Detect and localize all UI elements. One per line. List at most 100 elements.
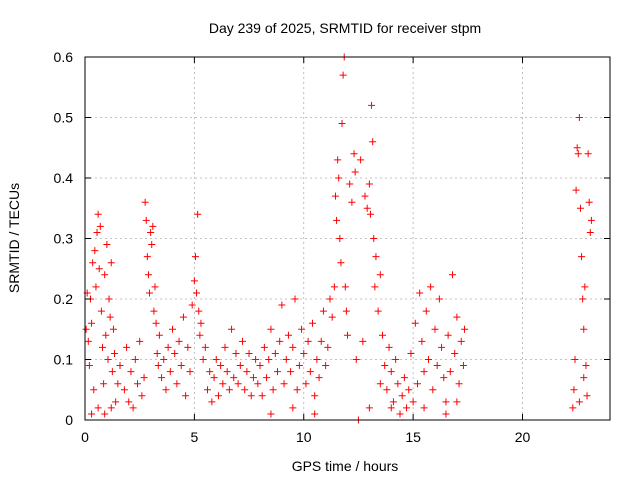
scatter-point: [420, 404, 428, 412]
scatter-point: [424, 356, 432, 363]
axis-ticks: 0 5 10 15 20 0 0.1 0.2 0.3 0.4 0.5 0.6: [54, 49, 610, 445]
scatter-point: [387, 368, 395, 376]
scatter-point: [578, 253, 586, 261]
y-tick-label: 0.1: [54, 352, 74, 368]
scatter-point: [337, 259, 345, 267]
scatter-point: [134, 380, 141, 388]
scatter-point: [361, 192, 369, 200]
scatter-point: [342, 307, 350, 315]
scatter-point: [260, 343, 268, 351]
scatter-point: [457, 337, 465, 345]
scatter-point: [141, 198, 149, 206]
scatter-point: [453, 398, 461, 406]
scatter-point: [155, 331, 163, 339]
scatter-point: [365, 180, 373, 188]
scatter-point: [265, 356, 273, 363]
scatter-point: [221, 343, 229, 351]
scatter-point: [372, 253, 380, 261]
scatter-point: [309, 319, 316, 327]
scatter-point: [206, 368, 214, 376]
scatter-point: [444, 331, 452, 339]
scatter-point: [335, 174, 343, 182]
scatter-point: [287, 368, 295, 376]
scatter-point: [147, 228, 155, 236]
x-tick-label: 20: [515, 429, 531, 445]
scatter-point: [339, 71, 347, 79]
scatter-point: [82, 325, 90, 333]
x-tick-label: 5: [190, 429, 198, 445]
scatter-point: [571, 356, 579, 363]
scatter-point: [405, 386, 413, 394]
scatter-point: [300, 349, 308, 357]
scatter-point: [363, 204, 371, 212]
chart-title: Day 239 of 2025, SRMTID for receiver stp…: [209, 20, 481, 36]
scatter-point: [94, 404, 102, 412]
scatter-point: [201, 343, 209, 351]
scatter-point: [92, 283, 100, 291]
scatter-point: [230, 374, 238, 382]
scatter-point: [400, 374, 408, 382]
scatter-point: [95, 265, 103, 273]
scatter-point: [338, 120, 346, 128]
scatter-point: [433, 362, 441, 370]
scatter-point: [403, 404, 411, 412]
scatter-point: [104, 356, 112, 363]
scatter-point: [164, 343, 172, 351]
scatter-point: [420, 368, 428, 376]
scatter-point: [427, 283, 435, 291]
scatter-point: [411, 319, 419, 327]
scatter-point: [214, 392, 222, 400]
scatter-point: [105, 295, 113, 303]
scatter-point: [111, 349, 119, 357]
scatter-point: [208, 398, 216, 406]
scatter-point: [278, 301, 286, 309]
scatter-point: [304, 337, 312, 345]
scatter-point: [151, 283, 159, 291]
scatter-point: [138, 392, 146, 400]
scatter-point: [581, 283, 589, 291]
scatter-point: [120, 386, 128, 394]
scatter-point: [107, 404, 115, 412]
scatter-point: [313, 356, 321, 363]
scatter-point: [374, 307, 382, 315]
scatter-point: [302, 380, 310, 388]
scatter-point: [459, 362, 467, 370]
scatter-point: [148, 241, 156, 249]
scatter-point: [580, 374, 588, 382]
scatter-point: [173, 380, 181, 388]
scatter-point: [90, 386, 98, 394]
scatter-point: [352, 356, 360, 363]
scatter-point: [396, 410, 404, 418]
scatter-point: [267, 325, 275, 333]
scatter-point: [383, 386, 391, 394]
scatter-point: [223, 368, 231, 376]
scatter-point: [449, 271, 456, 279]
scatter-point: [407, 349, 415, 357]
scatter-point: [152, 319, 160, 327]
scatter-point: [365, 404, 373, 412]
scatter-point: [179, 313, 187, 321]
scatter-point: [112, 398, 120, 406]
scatter-point: [247, 392, 255, 400]
scatter-point: [306, 368, 314, 376]
scatter-point: [269, 386, 277, 394]
scatter-point: [387, 404, 395, 412]
scatter-point: [311, 410, 319, 418]
scatter-point: [177, 362, 185, 370]
scatter-point: [93, 228, 101, 236]
scatter-point: [280, 380, 288, 388]
scatter-point: [84, 337, 92, 345]
scatter-point: [142, 216, 150, 224]
scatter-point: [146, 289, 154, 297]
scatter-point: [160, 356, 168, 363]
scatter-point: [368, 101, 376, 109]
scatter-point: [289, 343, 297, 351]
scatter-point: [100, 380, 108, 388]
scatter-point: [376, 271, 384, 279]
scatter-point: [175, 337, 183, 345]
scatter-point: [331, 192, 339, 200]
scatter-point: [392, 356, 400, 363]
scatter-point: [197, 319, 205, 327]
scatter-point: [414, 380, 421, 388]
scatter-point: [114, 380, 122, 388]
